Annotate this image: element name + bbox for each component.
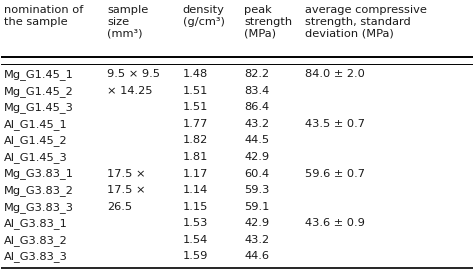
Text: 17.5 ×: 17.5 × [108,185,146,195]
Text: 17.5 ×: 17.5 × [108,169,146,179]
Text: 43.6 ± 0.9: 43.6 ± 0.9 [305,218,365,228]
Text: 1.15: 1.15 [183,202,208,212]
Text: 9.5 × 9.5: 9.5 × 9.5 [108,69,160,79]
Text: 60.4: 60.4 [244,169,269,179]
Text: 59.3: 59.3 [244,185,269,195]
Text: 43.2: 43.2 [244,119,269,129]
Text: 1.82: 1.82 [183,135,208,146]
Text: 1.17: 1.17 [183,169,208,179]
Text: 43.5 ± 0.7: 43.5 ± 0.7 [305,119,365,129]
Text: 1.14: 1.14 [183,185,208,195]
Text: 42.9: 42.9 [244,218,269,228]
Text: Mg_G3.83_2: Mg_G3.83_2 [4,185,73,196]
Text: peak
strength
(MPa): peak strength (MPa) [244,5,292,39]
Text: 1.54: 1.54 [183,235,208,245]
Text: 84.0 ± 2.0: 84.0 ± 2.0 [305,69,365,79]
Text: 26.5: 26.5 [108,202,133,212]
Text: 82.2: 82.2 [244,69,269,79]
Text: 1.53: 1.53 [183,218,208,228]
Text: 1.51: 1.51 [183,86,208,96]
Text: 43.2: 43.2 [244,235,269,245]
Text: 83.4: 83.4 [244,86,269,96]
Text: 1.59: 1.59 [183,251,208,261]
Text: Mg_G1.45_2: Mg_G1.45_2 [4,86,73,97]
Text: Al_G3.83_2: Al_G3.83_2 [4,235,67,246]
Text: Al_G1.45_1: Al_G1.45_1 [4,119,67,130]
Text: 1.48: 1.48 [183,69,208,79]
Text: 1.81: 1.81 [183,152,208,162]
Text: Al_G1.45_3: Al_G1.45_3 [4,152,67,163]
Text: 42.9: 42.9 [244,152,269,162]
Text: Al_G3.83_3: Al_G3.83_3 [4,251,68,262]
Text: Mg_G1.45_1: Mg_G1.45_1 [4,69,73,80]
Text: density
(g/cm³): density (g/cm³) [183,5,225,27]
Text: Al_G3.83_1: Al_G3.83_1 [4,218,68,229]
Text: 1.51: 1.51 [183,102,208,112]
Text: Al_G1.45_2: Al_G1.45_2 [4,135,67,146]
Text: × 14.25: × 14.25 [108,86,153,96]
Text: 86.4: 86.4 [244,102,269,112]
Text: Mg_G3.83_1: Mg_G3.83_1 [4,169,74,180]
Text: 59.1: 59.1 [244,202,269,212]
Text: sample
size
(mm³): sample size (mm³) [108,5,149,39]
Text: 44.6: 44.6 [244,251,269,261]
Text: Mg_G3.83_3: Mg_G3.83_3 [4,202,74,213]
Text: nomination of
the sample: nomination of the sample [4,5,83,27]
Text: 44.5: 44.5 [244,135,269,146]
Text: 1.77: 1.77 [183,119,208,129]
Text: Mg_G1.45_3: Mg_G1.45_3 [4,102,73,113]
Text: average compressive
strength, standard
deviation (MPa): average compressive strength, standard d… [305,5,427,39]
Text: 59.6 ± 0.7: 59.6 ± 0.7 [305,169,365,179]
